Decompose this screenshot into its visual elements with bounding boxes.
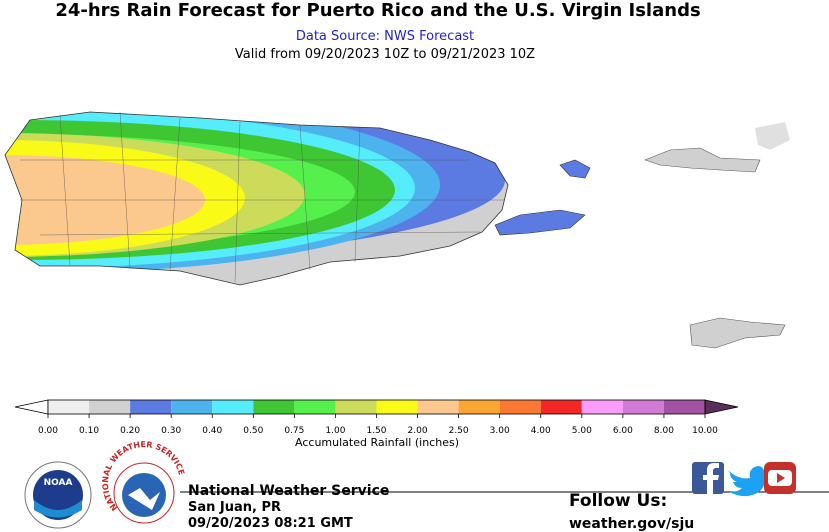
legend-tick-label: 0.00 <box>38 426 58 436</box>
noaa-logo: NOAA <box>24 461 92 529</box>
valid-period: Valid from 09/20/2023 10Z to 09/21/2023 … <box>235 47 535 62</box>
legend-tick-label: 2.00 <box>408 426 428 436</box>
follow-us: Follow Us: <box>569 491 667 511</box>
legend-swatch <box>48 400 90 414</box>
legend-swatch <box>253 400 295 414</box>
office: San Juan, PR <box>188 500 281 515</box>
legend-over <box>704 399 739 415</box>
legend-swatch <box>458 400 500 414</box>
color-legend: 0.00 0.10 0.20 0.30 0.40 0.50 0.75 1.00 1.50 2.00… <box>14 399 739 436</box>
legend-swatch <box>540 400 582 414</box>
legend-swatch <box>212 400 254 414</box>
facebook-icon[interactable] <box>692 462 724 494</box>
legend-swatch <box>622 400 664 414</box>
legend-swatch <box>417 400 459 414</box>
legend-tick-label: 0.30 <box>161 426 181 436</box>
legend-tick-label: 5.00 <box>572 426 592 436</box>
legend-swatch <box>663 400 705 414</box>
legend-swatch <box>294 400 336 414</box>
legend-tick-label: 0.10 <box>79 426 99 436</box>
org-name: National Weather Service <box>188 483 389 499</box>
legend-tick-label: 6.00 <box>613 426 633 436</box>
noaa-text: NOAA <box>44 478 73 488</box>
legend-tick-label: 1.50 <box>366 426 386 436</box>
timestamp: 09/20/2023 08:21 GMT <box>188 516 353 531</box>
legend-swatch <box>171 400 213 414</box>
nws-logo: NATIONAL WEATHER SERVICE <box>101 440 186 524</box>
legend-tick-label: 0.40 <box>202 426 222 436</box>
legend-tick-label: 2.50 <box>449 426 469 436</box>
legend-swatch <box>376 400 418 414</box>
legend-swatch <box>89 400 131 414</box>
legend-tick-label: 0.20 <box>120 426 140 436</box>
twitter-icon[interactable] <box>728 466 770 497</box>
legend-tick-label: 8.00 <box>654 426 674 436</box>
youtube-icon[interactable] <box>764 462 796 494</box>
legend-swatch <box>335 400 377 414</box>
legend-tick-label: 4.00 <box>531 426 551 436</box>
legend-swatch <box>130 400 172 414</box>
title: 24-hrs Rain Forecast for Puerto Rico and… <box>55 0 700 21</box>
legend-swatch <box>581 400 623 414</box>
legend-tick-label: 0.50 <box>243 426 263 436</box>
puerto-rico-map <box>4 111 790 349</box>
legend-tick-label: 10.00 <box>692 426 718 436</box>
data-source: Data Source: NWS Forecast <box>296 29 474 44</box>
legend-tick-label: 3.00 <box>490 426 510 436</box>
legend-tick-label: 0.75 <box>284 426 304 436</box>
legend-under <box>14 399 49 415</box>
legend-label: Accumulated Rainfall (inches) <box>295 436 459 449</box>
website: weather.gov/sju <box>569 516 694 532</box>
legend-tick-label: 1.00 <box>325 426 345 436</box>
legend-swatch <box>499 400 541 414</box>
